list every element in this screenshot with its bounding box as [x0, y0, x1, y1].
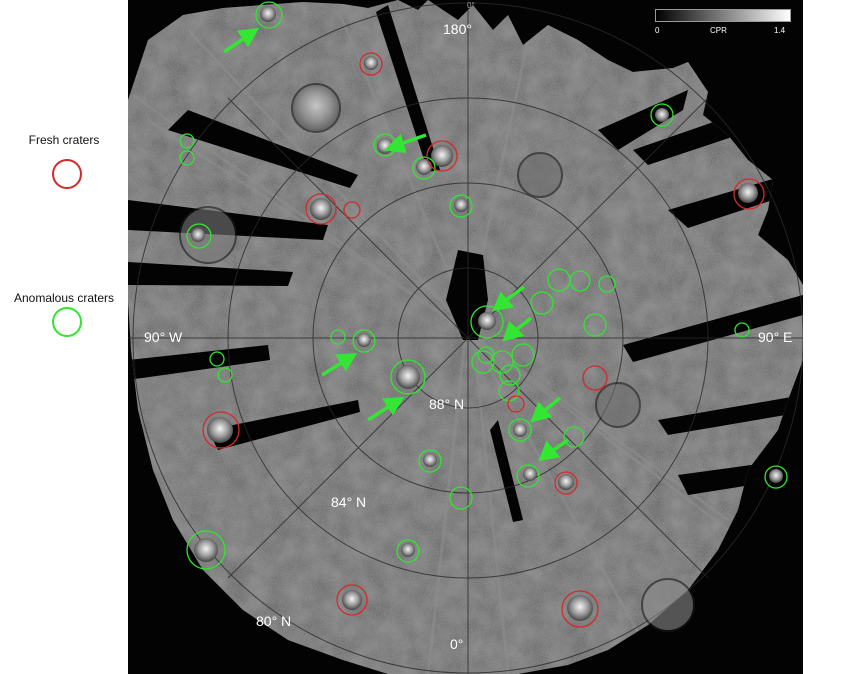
cpr-axis-label: CPR — [710, 26, 727, 35]
anomalous-crater-legend-circle — [52, 307, 82, 337]
longitude-90w-label: 90° W — [144, 329, 182, 345]
anomalous-craters-label: Anomalous craters — [0, 291, 128, 305]
legend: Fresh craters Anomalous craters — [0, 0, 128, 674]
longitude-90e-label: 90° E — [758, 329, 792, 345]
cpr-min-label: 0 — [655, 26, 659, 35]
cpr-gradient — [655, 9, 791, 22]
cpr-max-label: 1.4 — [774, 26, 785, 35]
polar-radar-mosaic: 0° 180° 90° W 90° E 88° N 84° N 80° N 0°… — [128, 0, 803, 674]
longitude-0-label: 0° — [450, 636, 463, 652]
fresh-crater-legend-circle — [52, 159, 82, 189]
mosaic-graphic — [128, 0, 803, 674]
cpr-scale-bar: 0 CPR 1.4 — [652, 9, 792, 43]
fresh-craters-label: Fresh craters — [0, 133, 128, 147]
latitude-84n-label: 84° N — [331, 494, 366, 510]
latitude-88n-label: 88° N — [429, 396, 464, 412]
top-degree-tick: 0° — [467, 1, 475, 10]
longitude-180-label: 180° — [443, 21, 472, 37]
latitude-80n-label: 80° N — [256, 613, 291, 629]
